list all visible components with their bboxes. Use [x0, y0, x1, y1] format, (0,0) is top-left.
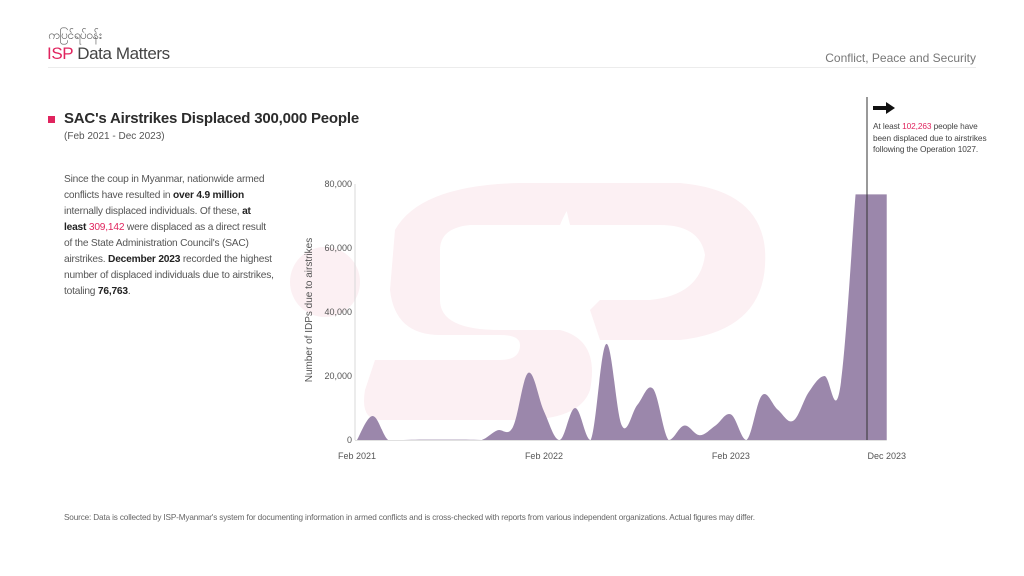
chart-subtitle: (Feb 2021 - Dec 2023): [64, 131, 165, 142]
desc-text: internally displaced individuals. Of the…: [64, 206, 243, 217]
chart-title: SAC's Airstrikes Displaced 300,000 Peopl…: [64, 110, 359, 127]
y-axis: 0 20,000 40,000 60,000 80,000: [324, 179, 356, 445]
desc-bold: at least: [64, 206, 251, 233]
desc-text: were displaced as a direct result of the…: [64, 222, 266, 265]
x-tick-label: Feb 2023: [712, 451, 750, 461]
desc-text: .: [127, 286, 131, 297]
x-tick-label: Feb 2022: [525, 451, 563, 461]
section-label: Conflict, Peace and Security: [825, 51, 976, 65]
desc-text: recorded the highest number of displaced…: [64, 254, 274, 297]
annotation-operation-1027: At least 102,263 people have been displa…: [873, 121, 988, 156]
y-tick-label: 80,000: [324, 179, 352, 189]
annotation-value: 102,263: [902, 121, 932, 131]
header-divider: [48, 67, 976, 68]
y-tick-label: 0: [347, 435, 352, 445]
brand-logo: ISP Data Matters: [47, 44, 170, 64]
desc-bold: December 2023: [108, 254, 181, 265]
annotation-text: people have been displaced due to airstr…: [873, 121, 987, 154]
desc-highlight: 309,142: [86, 222, 125, 233]
desc-text: Since the coup in Myanmar, nationwide ar…: [64, 174, 265, 201]
watermark-logo: [290, 183, 766, 420]
description: Since the coup in Myanmar, nationwide ar…: [64, 172, 274, 300]
x-tick-label: Dec 2023: [867, 451, 906, 461]
brand-myanmar-text: ကပြင်ရပ်ဝန်း: [48, 28, 102, 42]
x-axis: Feb 2021 Feb 2022 Feb 2023 Dec 2023: [338, 440, 906, 461]
brand-name: Data Matters: [77, 44, 170, 63]
desc-bold: over 4.9 million: [173, 190, 244, 201]
title-bullet-icon: [48, 116, 55, 123]
y-axis-title: Number of IDPs due to airstrikes: [304, 238, 315, 383]
desc-bold: 76,763: [97, 286, 128, 297]
arrow-right-icon: [873, 102, 895, 114]
x-tick-label: Feb 2021: [338, 451, 376, 461]
annotation-text: At least: [873, 121, 903, 131]
brand-isp: ISP: [47, 44, 73, 63]
source-note: Source: Data is collected by ISP-Myanmar…: [64, 513, 755, 522]
area-series-idps: [357, 194, 887, 440]
y-tick-label: 40,000: [324, 307, 352, 317]
y-tick-label: 20,000: [324, 371, 352, 381]
y-tick-label: 60,000: [324, 243, 352, 253]
